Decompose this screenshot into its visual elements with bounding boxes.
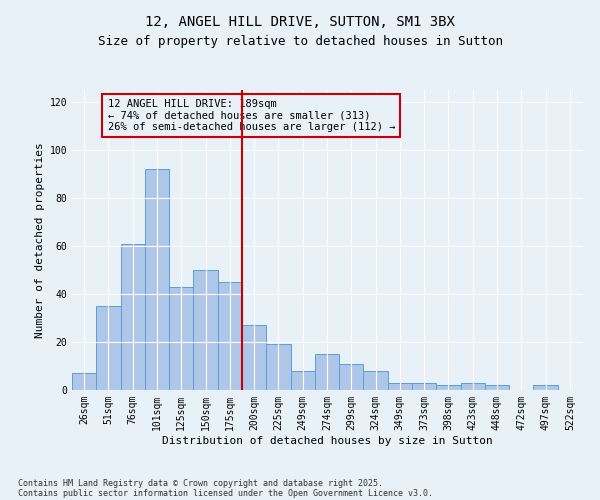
Bar: [96, 306, 121, 390]
Bar: [461, 383, 485, 390]
Text: 12 ANGEL HILL DRIVE: 189sqm
← 74% of detached houses are smaller (313)
26% of se: 12 ANGEL HILL DRIVE: 189sqm ← 74% of det…: [108, 99, 395, 132]
Bar: [266, 344, 290, 390]
Bar: [436, 385, 461, 390]
Bar: [412, 383, 436, 390]
Bar: [290, 371, 315, 390]
X-axis label: Distribution of detached houses by size in Sutton: Distribution of detached houses by size …: [161, 436, 493, 446]
Bar: [533, 385, 558, 390]
Bar: [72, 373, 96, 390]
Bar: [193, 270, 218, 390]
Bar: [315, 354, 339, 390]
Bar: [121, 244, 145, 390]
Bar: [218, 282, 242, 390]
Bar: [169, 287, 193, 390]
Bar: [145, 169, 169, 390]
Text: Contains public sector information licensed under the Open Government Licence v3: Contains public sector information licen…: [18, 488, 433, 498]
Bar: [242, 325, 266, 390]
Bar: [485, 385, 509, 390]
Text: 12, ANGEL HILL DRIVE, SUTTON, SM1 3BX: 12, ANGEL HILL DRIVE, SUTTON, SM1 3BX: [145, 15, 455, 29]
Text: Size of property relative to detached houses in Sutton: Size of property relative to detached ho…: [97, 35, 503, 48]
Text: Contains HM Land Registry data © Crown copyright and database right 2025.: Contains HM Land Registry data © Crown c…: [18, 478, 383, 488]
Bar: [388, 383, 412, 390]
Bar: [339, 364, 364, 390]
Bar: [364, 371, 388, 390]
Y-axis label: Number of detached properties: Number of detached properties: [35, 142, 46, 338]
